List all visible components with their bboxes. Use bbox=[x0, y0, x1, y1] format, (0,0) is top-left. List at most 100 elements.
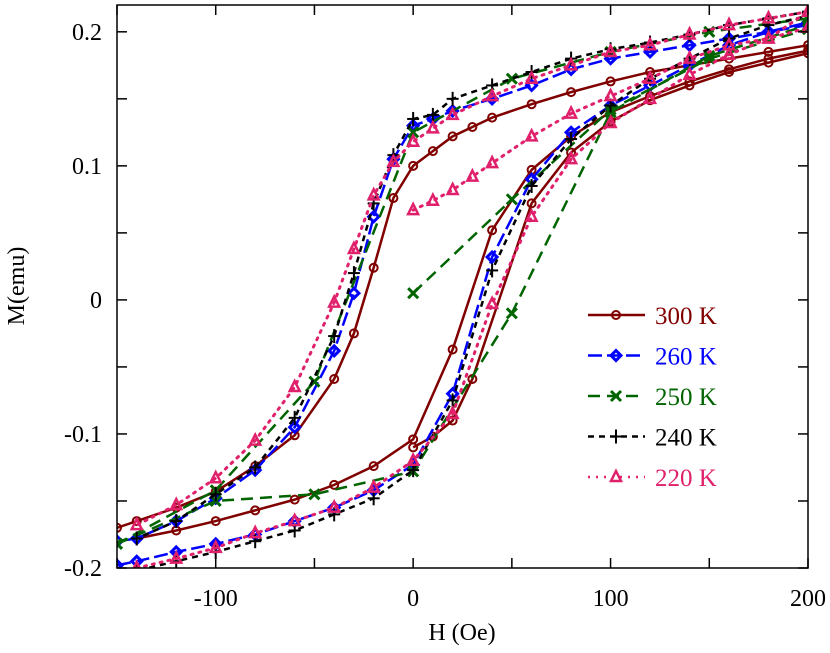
data-point bbox=[525, 178, 538, 193]
legend-entry: 250 K bbox=[588, 384, 717, 411]
data-point bbox=[347, 266, 360, 281]
data-point bbox=[308, 488, 321, 501]
data-point bbox=[328, 507, 341, 522]
data-point bbox=[603, 43, 618, 58]
legend-label: 220 K bbox=[655, 465, 717, 492]
legend-label: 240 K bbox=[655, 425, 717, 452]
data-point bbox=[486, 263, 499, 278]
legend-marker bbox=[608, 468, 624, 483]
legend: 300 K 260 K 250 K 240 K 220 K bbox=[588, 303, 717, 492]
data-point bbox=[117, 558, 125, 568]
data-point bbox=[722, 16, 737, 31]
data-point bbox=[117, 567, 118, 568]
data-point bbox=[484, 249, 500, 265]
data-point bbox=[425, 119, 440, 134]
data-point bbox=[800, 18, 808, 34]
data-point bbox=[485, 87, 500, 102]
x-tick-label: 100 bbox=[593, 586, 629, 612]
x-tick-label: 0 bbox=[407, 586, 419, 612]
series-240-k bbox=[117, 5, 808, 568]
legend-marker bbox=[609, 389, 623, 403]
series-line bbox=[135, 26, 808, 568]
data-point bbox=[703, 52, 716, 65]
data-point bbox=[287, 420, 302, 435]
data-point bbox=[368, 262, 379, 273]
data-point bbox=[406, 201, 421, 216]
data-point bbox=[445, 106, 460, 121]
data-point bbox=[446, 91, 459, 106]
legend-marker bbox=[608, 348, 624, 363]
series-line bbox=[117, 23, 808, 543]
data-point bbox=[209, 487, 222, 502]
data-point bbox=[467, 121, 478, 132]
data-point bbox=[447, 131, 458, 142]
legend-entry: 220 K bbox=[588, 465, 717, 492]
data-point bbox=[368, 461, 379, 472]
axis-layer: -100 0 100 200 -0.2 -0.1 0 0.1 0.2 bbox=[64, 5, 826, 612]
data-point bbox=[169, 496, 184, 511]
data-point bbox=[566, 147, 577, 158]
series-220-k bbox=[129, 5, 808, 568]
data-point bbox=[248, 463, 263, 478]
data-point bbox=[564, 104, 579, 119]
data-point bbox=[287, 378, 302, 393]
data-point bbox=[367, 491, 380, 506]
data-point bbox=[761, 29, 776, 44]
data-point bbox=[327, 343, 342, 358]
data-point bbox=[129, 516, 144, 531]
data-point bbox=[406, 132, 421, 147]
data-point bbox=[703, 49, 716, 62]
data-point bbox=[346, 286, 362, 301]
data-point bbox=[605, 76, 616, 87]
data-point bbox=[684, 80, 695, 91]
data-point bbox=[250, 505, 261, 516]
y-tick-label: 0 bbox=[90, 288, 102, 314]
data-point bbox=[386, 153, 401, 168]
data-point bbox=[487, 112, 498, 123]
data-point bbox=[505, 193, 518, 206]
data-point bbox=[722, 45, 737, 60]
series-layer bbox=[117, 5, 808, 568]
series-line bbox=[117, 43, 808, 529]
legend-marker bbox=[611, 310, 621, 320]
data-point bbox=[763, 46, 774, 57]
data-point bbox=[132, 559, 142, 568]
data-point bbox=[763, 57, 774, 68]
data-point bbox=[803, 40, 808, 51]
data-point bbox=[289, 494, 300, 505]
data-point bbox=[117, 522, 122, 533]
data-point bbox=[408, 160, 419, 171]
data-point bbox=[327, 293, 342, 308]
data-point bbox=[682, 65, 697, 80]
data-point bbox=[803, 48, 808, 59]
series-line bbox=[412, 27, 808, 295]
data-point bbox=[526, 198, 537, 209]
data-point bbox=[445, 405, 460, 420]
data-point bbox=[407, 287, 420, 300]
data-point bbox=[406, 451, 421, 467]
series-line bbox=[117, 23, 808, 546]
data-point bbox=[135, 563, 138, 568]
data-point bbox=[287, 512, 302, 527]
data-point bbox=[130, 531, 143, 546]
data-point bbox=[485, 154, 500, 169]
legend-label: 250 K bbox=[655, 384, 717, 411]
data-point bbox=[117, 537, 124, 550]
data-point bbox=[408, 442, 419, 453]
series-line bbox=[411, 10, 808, 212]
data-point bbox=[565, 132, 578, 147]
data-point bbox=[445, 181, 460, 196]
data-point bbox=[248, 524, 263, 539]
legend-entry: 240 K bbox=[588, 425, 717, 452]
data-point bbox=[169, 549, 184, 564]
data-point bbox=[603, 87, 618, 102]
data-point bbox=[724, 67, 735, 78]
legend-label: 300 K bbox=[655, 303, 717, 330]
legend-entry: 300 K bbox=[588, 303, 717, 330]
data-point bbox=[210, 516, 221, 527]
legend-entry: 260 K bbox=[588, 344, 717, 371]
data-point bbox=[643, 90, 658, 105]
data-point bbox=[505, 72, 518, 85]
series-line bbox=[136, 10, 808, 540]
data-point bbox=[447, 344, 458, 355]
